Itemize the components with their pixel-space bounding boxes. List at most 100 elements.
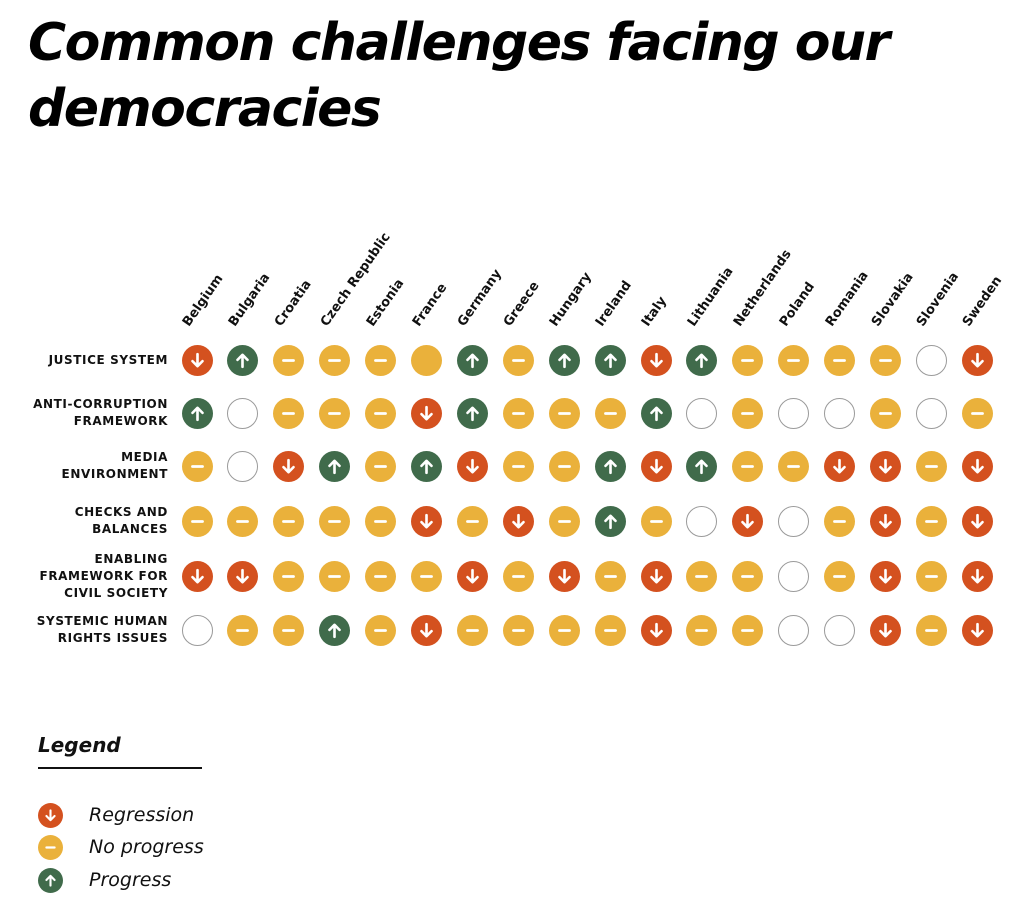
legend-item-no-progress: No progress <box>38 834 204 860</box>
status-cell-netherlands-anti-corruption-framework <box>732 397 764 429</box>
status-cell-greece-enabling-framework-for-civil-society <box>502 560 534 592</box>
column-label-slovakia: Slovakia <box>868 270 917 330</box>
status-cell-slovenia-anti-corruption-framework <box>915 397 947 429</box>
minus-icon <box>328 574 342 578</box>
status-cell-estonia-justice-system <box>365 344 397 376</box>
column-label-lithuania: Lithuania <box>684 264 737 330</box>
arrow-down-icon <box>970 458 984 473</box>
minus-icon <box>282 411 296 415</box>
minus-icon <box>328 411 342 415</box>
row-label-line: JUSTICE SYSTEM <box>48 352 168 367</box>
minus-icon <box>282 358 296 362</box>
row-label-line: RIGHTS ISSUES <box>57 631 168 645</box>
status-cell-croatia-checks-and-balances <box>273 505 305 537</box>
status-cell-bulgaria-enabling-framework-for-civil-society <box>227 560 259 592</box>
arrow-up-icon <box>557 353 571 368</box>
status-cell-belgium-enabling-framework-for-civil-society <box>181 560 213 592</box>
minus-icon <box>282 519 296 523</box>
status-cell-hungary-anti-corruption-framework <box>548 397 580 429</box>
minus-icon <box>511 464 525 468</box>
status-cell-bulgaria-media-environment <box>227 450 259 482</box>
row-label-line: ENABLING <box>94 551 168 566</box>
arrow-up-icon <box>328 459 342 474</box>
minus-icon <box>282 628 296 632</box>
status-cell-czech-republic-checks-and-balances <box>319 505 351 537</box>
status-cell-poland-justice-system <box>778 344 810 376</box>
arrow-up-icon <box>603 459 617 474</box>
minus-icon <box>38 834 63 860</box>
row-label-justice-system: JUSTICE SYSTEM <box>49 352 168 369</box>
column-label-croatia: Croatia <box>271 277 315 330</box>
minus-icon <box>328 358 342 362</box>
status-cell-netherlands-checks-and-balances <box>732 505 764 537</box>
status-cell-romania-media-environment <box>824 450 856 482</box>
status-cell-estonia-enabling-framework-for-civil-society <box>365 560 397 592</box>
column-label-greece: Greece <box>501 278 543 330</box>
status-cell-france-systemic-human-rights-issues <box>411 614 442 646</box>
minus-icon <box>420 574 433 578</box>
status-cell-lithuania-media-environment <box>686 450 718 482</box>
status-cell-hungary-checks-and-balances <box>548 505 580 537</box>
status-cell-ireland-media-environment <box>594 450 626 482</box>
status-cell-hungary-media-environment <box>548 450 580 482</box>
arrow-up-icon <box>466 353 479 368</box>
row-label-line: MEDIA <box>121 450 168 464</box>
minus-icon <box>374 358 387 362</box>
status-cell-sweden-justice-system <box>961 344 993 376</box>
row-label-line: ANTI-CORRUPTION <box>33 397 168 411</box>
status-cell-italy-anti-corruption-framework <box>640 397 672 429</box>
status-cell-germany-anti-corruption-framework <box>456 397 488 429</box>
status-cell-slovakia-justice-system <box>870 344 901 376</box>
legend-item-progress: Progress <box>38 867 171 893</box>
status-cell-poland-checks-and-balances <box>778 505 810 537</box>
column-label-belgium: Belgium <box>179 271 227 330</box>
status-cell-italy-enabling-framework-for-civil-society <box>640 560 672 592</box>
status-cell-romania-systemic-human-rights-issues <box>824 614 856 646</box>
row-label-line: ENVIRONMENT <box>61 467 168 481</box>
minus-icon <box>465 519 479 523</box>
status-cell-netherlands-media-environment <box>732 450 764 482</box>
row-label-line: FRAMEWORK <box>73 414 168 428</box>
status-cell-ireland-systemic-human-rights-issues <box>594 614 626 646</box>
arrow-up-icon <box>420 459 433 474</box>
status-cell-france-media-environment <box>411 450 442 482</box>
arrow-up-icon <box>466 406 479 421</box>
legend-label: Regression <box>89 804 195 826</box>
status-cell-lithuania-checks-and-balances <box>686 505 718 537</box>
minus-icon <box>557 411 571 415</box>
minus-icon <box>511 411 525 415</box>
arrow-down-icon <box>236 568 250 583</box>
column-label-italy: Italy <box>638 293 670 330</box>
arrow-down-icon <box>833 458 846 473</box>
arrow-up-icon <box>603 353 617 368</box>
status-cell-slovakia-media-environment <box>870 450 901 482</box>
status-cell-italy-justice-system <box>640 344 672 376</box>
minus-icon <box>603 574 617 578</box>
status-cell-poland-systemic-human-rights-issues <box>778 614 810 646</box>
arrow-down-icon <box>420 405 433 420</box>
status-cell-greece-anti-corruption-framework <box>502 397 534 429</box>
legend-item-regression: Regression <box>38 802 194 828</box>
status-cell-france-justice-system <box>411 344 442 376</box>
status-cell-bulgaria-checks-and-balances <box>227 505 259 537</box>
minus-icon <box>374 464 387 468</box>
status-cell-sweden-anti-corruption-framework <box>961 397 993 429</box>
minus-icon <box>557 464 571 468</box>
status-cell-sweden-checks-and-balances <box>961 505 993 537</box>
status-cell-estonia-checks-and-balances <box>365 505 397 537</box>
status-cell-croatia-systemic-human-rights-issues <box>273 614 305 646</box>
arrow-down-icon <box>970 568 984 583</box>
status-cell-czech-republic-anti-corruption-framework <box>319 397 351 429</box>
minus-icon <box>741 628 755 632</box>
chart-title: Common challenges facing our democracies <box>28 13 890 139</box>
legend-label: No progress <box>89 836 204 858</box>
status-cell-slovenia-checks-and-balances <box>915 505 947 537</box>
column-label-sweden: Sweden <box>960 273 1006 330</box>
status-cell-bulgaria-systemic-human-rights-issues <box>227 614 259 646</box>
minus-icon <box>924 519 938 523</box>
minus-icon <box>924 628 938 632</box>
arrow-down-icon <box>970 622 984 637</box>
row-label-anti-corruption-framework: ANTI-CORRUPTION FRAMEWORK <box>33 396 168 430</box>
status-cell-hungary-justice-system <box>548 344 580 376</box>
minus-icon <box>374 628 387 632</box>
